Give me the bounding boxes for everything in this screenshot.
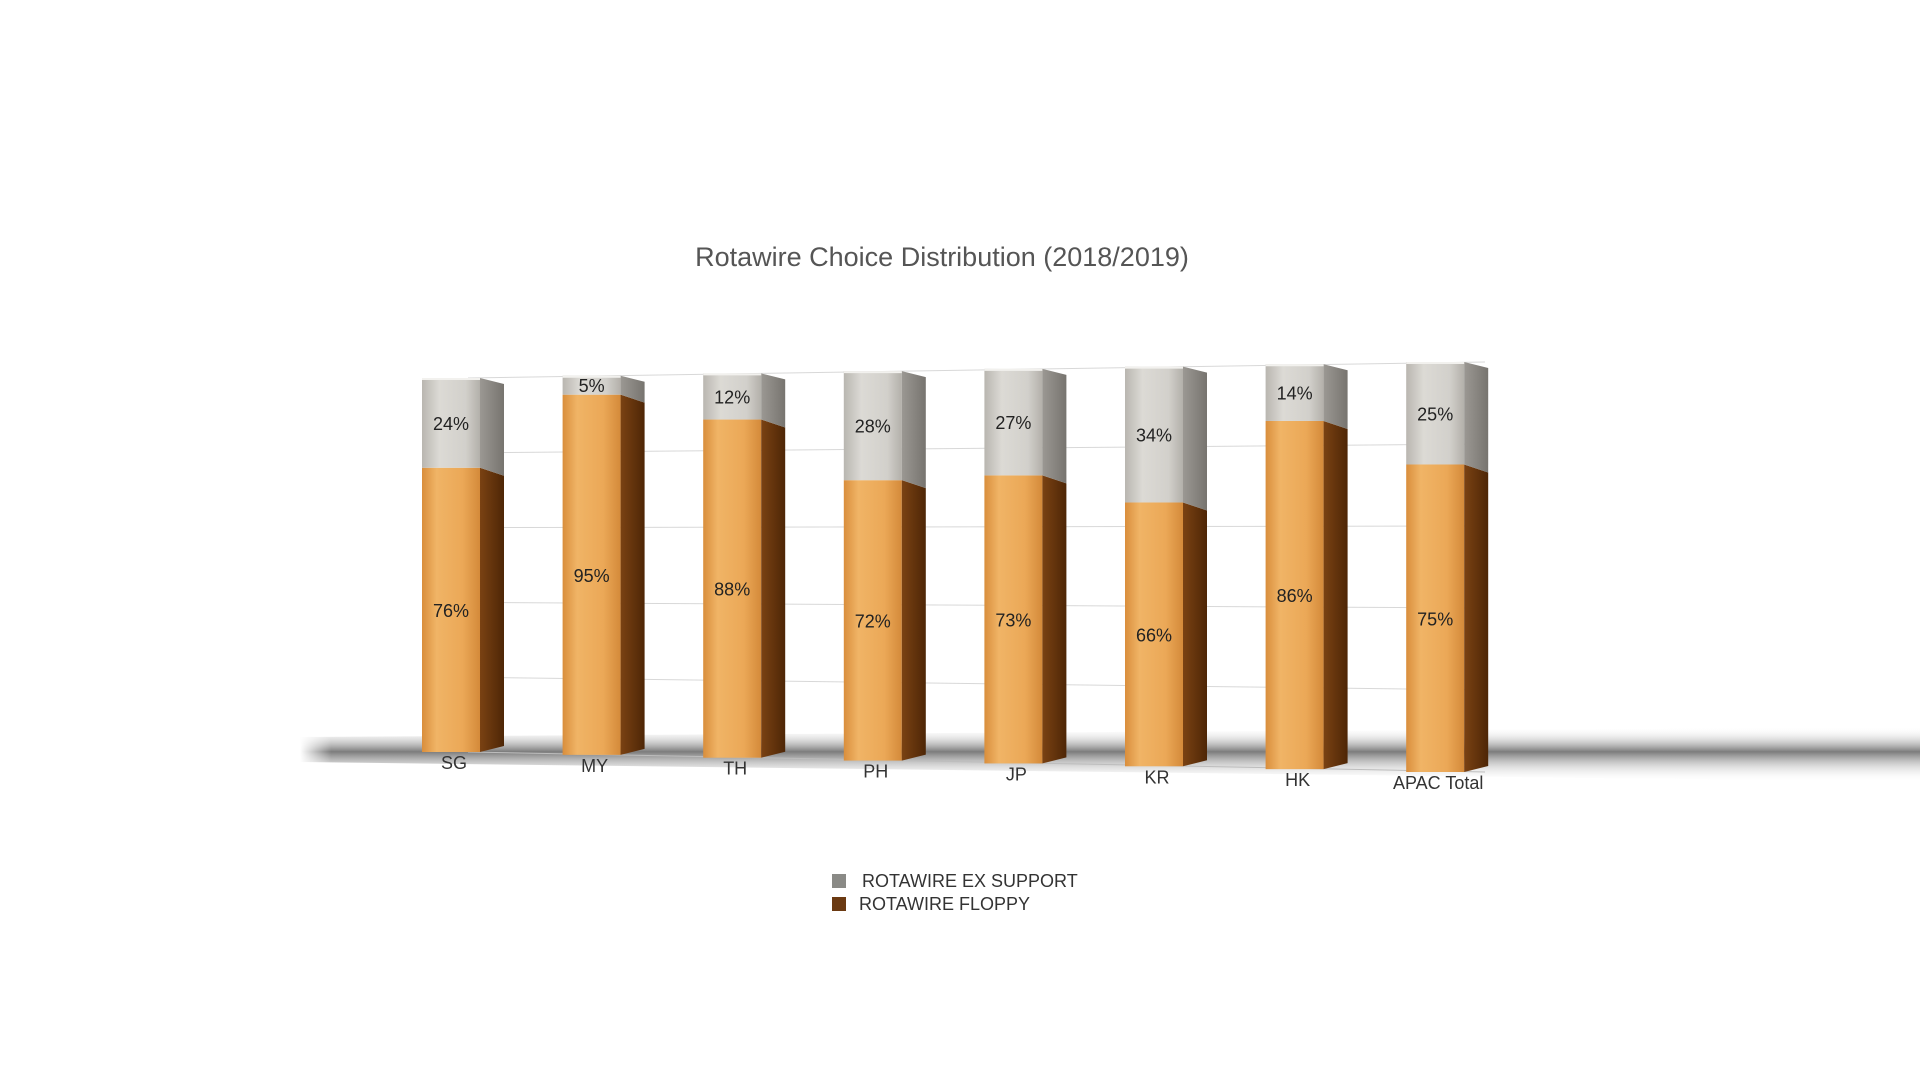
bars bbox=[422, 362, 1489, 772]
category-label: KR bbox=[1144, 767, 1169, 787]
bar-floppy-side bbox=[480, 467, 504, 752]
bar-ex-support-side bbox=[1323, 364, 1348, 429]
bar-floppy bbox=[1406, 464, 1465, 772]
data-label-ex-support: 28% bbox=[855, 417, 891, 437]
data-label-ex-support: 14% bbox=[1277, 384, 1313, 404]
data-label-ex-support: 5% bbox=[579, 376, 605, 396]
bar-floppy-side bbox=[761, 419, 786, 758]
legend-label-ex-support: ROTAWIRE EX SUPPORT bbox=[862, 871, 1078, 891]
category-label: SG bbox=[441, 753, 467, 773]
bar-floppy bbox=[562, 394, 621, 755]
bar-ex-support-side bbox=[480, 378, 504, 476]
data-label-ex-support: 24% bbox=[433, 414, 469, 434]
bar-floppy-side bbox=[901, 480, 926, 761]
data-label-floppy: 86% bbox=[1277, 586, 1313, 606]
bar-group-my bbox=[562, 375, 645, 755]
data-label-floppy: 95% bbox=[574, 566, 610, 586]
bar-floppy bbox=[1265, 420, 1324, 770]
category-label: APAC Total bbox=[1393, 773, 1483, 793]
data-label-floppy: 76% bbox=[433, 601, 469, 621]
bar-ex-support-side bbox=[1464, 362, 1489, 473]
bar-ex-support bbox=[703, 373, 762, 420]
bar-ex-support-side bbox=[1183, 366, 1207, 511]
data-label-floppy: 73% bbox=[995, 610, 1031, 630]
chart-title: Rotawire Choice Distribution (2018/2019) bbox=[695, 242, 1189, 272]
data-label-ex-support: 25% bbox=[1417, 404, 1453, 424]
bar-group-th bbox=[703, 373, 786, 758]
legend-label-floppy: ROTAWIRE FLOPPY bbox=[859, 894, 1030, 914]
bar-ex-support bbox=[562, 375, 621, 395]
bar-group-hk bbox=[1265, 364, 1348, 770]
bar-ex-support-side bbox=[620, 375, 645, 403]
category-label: JP bbox=[1006, 764, 1027, 784]
bar-floppy-side bbox=[1042, 475, 1067, 764]
category-label: PH bbox=[863, 762, 888, 782]
bar-group-jp bbox=[984, 368, 1067, 764]
data-labels: 76% 24% 95% 5% 88% 12% 72% 28% 73% 27% 66% 34% 86% 14… bbox=[433, 376, 1453, 645]
bar-group-sg bbox=[422, 378, 504, 752]
category-labels: SG MY TH PH JP KR HK APAC Total bbox=[441, 753, 1483, 793]
bar-floppy bbox=[843, 480, 902, 761]
bar-ex-support-side bbox=[1042, 368, 1067, 484]
data-label-floppy: 72% bbox=[855, 611, 891, 631]
legend: ROTAWIRE EX SUPPORT ROTAWIRE FLOPPY bbox=[832, 871, 1078, 914]
data-label-floppy: 88% bbox=[714, 580, 750, 600]
bar-ex-support bbox=[1265, 364, 1324, 421]
category-label: MY bbox=[581, 756, 608, 776]
data-label-ex-support: 34% bbox=[1136, 426, 1172, 446]
data-label-ex-support: 12% bbox=[714, 387, 750, 407]
bar-floppy-side bbox=[1323, 420, 1348, 770]
legend-item-floppy: ROTAWIRE FLOPPY bbox=[832, 894, 1030, 914]
bar-floppy bbox=[422, 467, 480, 752]
bar-floppy-side bbox=[1464, 464, 1489, 772]
bar-floppy-side bbox=[1183, 502, 1207, 767]
data-label-floppy: 75% bbox=[1417, 609, 1453, 629]
bar-ex-support bbox=[984, 368, 1043, 476]
bar-ex-support-side bbox=[761, 373, 786, 428]
category-label: HK bbox=[1285, 770, 1310, 790]
legend-item-ex-support: ROTAWIRE EX SUPPORT bbox=[832, 871, 1078, 891]
bar-group-apac-total bbox=[1406, 362, 1489, 772]
bar-group-ph bbox=[843, 371, 926, 761]
bar-ex-support bbox=[843, 371, 902, 481]
bar-floppy bbox=[703, 419, 762, 758]
bar-group-kr bbox=[1125, 366, 1207, 767]
legend-swatch-ex-support bbox=[832, 874, 846, 888]
bar-floppy bbox=[984, 475, 1043, 764]
chart-floor bbox=[300, 720, 1920, 790]
data-label-floppy: 66% bbox=[1136, 625, 1172, 645]
bar-ex-support bbox=[422, 378, 480, 468]
bar-ex-support bbox=[1125, 366, 1183, 503]
data-label-ex-support: 27% bbox=[995, 413, 1031, 433]
bar-ex-support bbox=[1406, 362, 1465, 465]
bar-ex-support-side bbox=[901, 371, 926, 489]
bar-floppy bbox=[1125, 502, 1183, 767]
category-label: TH bbox=[723, 759, 747, 779]
legend-swatch-floppy bbox=[832, 897, 846, 911]
bar-floppy-side bbox=[620, 394, 645, 755]
